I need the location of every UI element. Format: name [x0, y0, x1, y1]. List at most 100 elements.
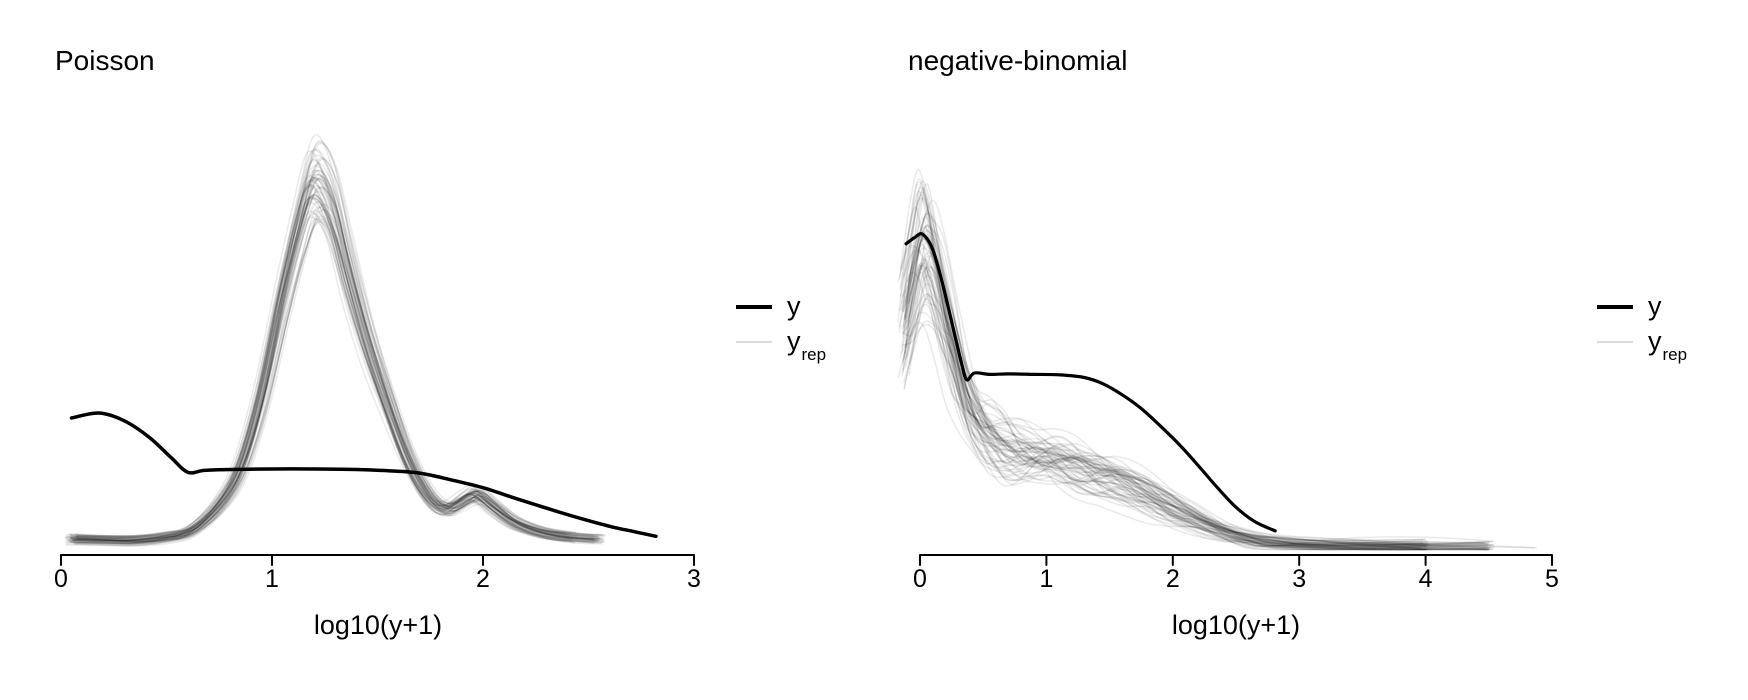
yrep-curve — [903, 264, 1427, 547]
yrep-curve — [73, 141, 603, 539]
panel-title-negative-binomial: negative-binomial — [908, 45, 1128, 76]
yrep-curve — [69, 194, 599, 544]
yrep-curve — [75, 142, 605, 545]
yrep-curve — [906, 213, 1494, 546]
yrep-curve — [69, 165, 599, 541]
yrep-curve — [75, 217, 605, 542]
yrep-curve — [68, 176, 598, 538]
yrep-curve — [65, 210, 595, 544]
legend-right: y yrep — [1597, 289, 1687, 363]
yrep-curve — [65, 180, 595, 542]
yrep-curve — [74, 187, 604, 538]
y-line-swatch — [1597, 304, 1633, 309]
yrep-curve — [69, 159, 599, 538]
yrep-curve — [71, 154, 601, 544]
yrep-curve — [904, 267, 1492, 551]
x-tick-label: 0 — [54, 565, 68, 593]
yrep-curve — [65, 197, 595, 542]
yrep-curve — [905, 275, 1429, 548]
yrep-curve — [897, 206, 1484, 546]
x-axis-label-left: log10(y+1) — [313, 610, 443, 640]
yrep-curve — [69, 194, 599, 542]
yrep-curve — [901, 186, 1489, 547]
yrep-curve — [902, 265, 1426, 550]
yrep-curve — [77, 203, 579, 539]
yrep-curve — [903, 247, 1428, 545]
x-tick-label: 5 — [1545, 565, 1559, 593]
yrep-curve — [74, 178, 577, 538]
yrep-curve — [904, 265, 1428, 551]
yrep-curve — [67, 177, 597, 542]
x-axis — [60, 554, 695, 566]
yrep-curve — [904, 225, 1492, 546]
yrep-curve — [73, 206, 576, 547]
x-tick-label: 3 — [687, 565, 701, 593]
x-axis-label-right: log10(y+1) — [1171, 610, 1301, 640]
yrep-curve — [903, 237, 1428, 547]
yrep-curve — [904, 262, 1492, 550]
yrep-curve — [902, 197, 1490, 551]
yrep-curve — [74, 139, 604, 542]
yrep-curve — [907, 183, 1495, 550]
yrep-curve — [904, 230, 1428, 548]
legend-label-yrep-main: y — [787, 326, 801, 356]
legend-left: y yrep — [736, 289, 826, 364]
yrep-curve — [66, 201, 596, 545]
y-curve — [69, 411, 658, 539]
yrep-curve — [906, 210, 1493, 551]
yrep-curve — [899, 197, 1424, 545]
yrep-curve — [64, 185, 567, 542]
yrep-curve — [67, 178, 570, 538]
x-tick-label: 1 — [265, 565, 279, 593]
yrep-curve — [899, 271, 1423, 550]
yrep-curve — [901, 224, 1489, 551]
yrep-curve — [897, 321, 1422, 551]
yrep-curve — [70, 169, 573, 538]
yrep-curve — [70, 169, 600, 538]
yrep-curve — [65, 179, 595, 546]
legend-label-yrep-main: y — [1648, 326, 1662, 356]
yrep-curve — [71, 173, 601, 542]
yrep-curve — [901, 261, 1489, 551]
y-line-swatch — [736, 304, 772, 309]
yrep-curve — [76, 157, 606, 538]
yrep-curve — [899, 178, 1423, 543]
x-tick-label: 4 — [1418, 565, 1433, 593]
yrep-curve — [69, 158, 599, 541]
yrep-curve — [75, 176, 578, 540]
yrep-curve — [64, 184, 567, 540]
legend-entry-y: y — [1597, 289, 1686, 324]
yrep-curve — [901, 264, 1489, 550]
y-curve — [904, 232, 1277, 533]
legend-label-yrep: yrep — [787, 326, 826, 364]
yrep-curve — [904, 217, 1428, 551]
yrep-curve — [903, 180, 1490, 549]
yrep-curve — [69, 198, 571, 545]
yrep-curve — [902, 191, 1490, 542]
yrep-curve — [900, 311, 1488, 551]
legend-label-yrep-sub: rep — [1662, 345, 1688, 365]
panel-right — [897, 168, 1553, 566]
legend-entry-yrep: yrep — [1597, 324, 1687, 363]
yrep-curve — [74, 186, 604, 543]
yrep-curve — [68, 194, 598, 545]
x-tick-label: 3 — [1292, 565, 1307, 593]
yrep-curve — [904, 187, 1491, 551]
yrep-curve — [898, 194, 1486, 550]
legend-entry-y: y — [736, 289, 825, 324]
yrep-curve — [72, 174, 602, 546]
yrep-curve — [70, 218, 600, 543]
yrep-line-swatch — [1597, 340, 1633, 343]
yrep-curve — [902, 244, 1490, 549]
yrep-curve — [65, 216, 595, 540]
yrep-curve — [75, 221, 605, 543]
yrep-curve — [64, 150, 594, 541]
x-tick-label: 2 — [1165, 565, 1180, 593]
yrep-curve — [70, 193, 600, 540]
yrep-curve — [905, 258, 1429, 544]
yrep-curve — [903, 236, 1491, 548]
yrep-curve — [73, 201, 603, 547]
yrep-curve — [908, 253, 1496, 551]
yrep-curve — [901, 238, 1488, 549]
